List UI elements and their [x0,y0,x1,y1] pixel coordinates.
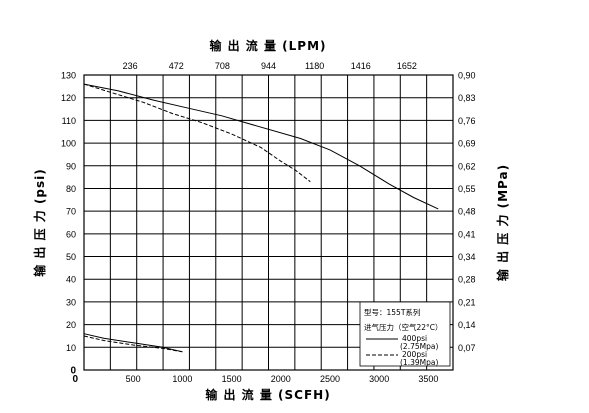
chart-legend: 型号：155T系列 进气压力（空气22°C） 400psi (2.75Mpa) … [359,301,451,367]
left-tick-label: 40 [66,275,76,285]
top-tick-label: 944 [261,61,276,71]
left-tick-label: 60 [66,229,76,239]
right-tick-label: 0,28 [458,275,476,285]
top-axis-ticks: 236 472 708 944 1180 1416 1652 [123,61,417,71]
left-tick-label: 20 [66,320,76,330]
bottom-tick-label: 1000 [172,374,192,384]
legend-entry-label: 400psi [402,334,427,343]
legend-entry-label: 200psi [402,350,427,359]
right-axis-ticks: 0,07 0,14 0,21 0,28 0,34 0,41 0,48 0,55 0,62 0,69… [458,71,476,353]
legend-entry-sublabel: (1.39Mpa) [400,358,438,367]
top-tick-label: 1416 [351,61,371,71]
top-tick-label: 472 [169,61,184,71]
series-line-solid [83,333,183,353]
right-tick-label: 0,07 [458,343,476,353]
plot-area-frame [83,74,454,371]
right-tick-label: 0,21 [458,297,476,307]
left-tick-label: 120 [61,93,76,103]
left-tick-label: 50 [66,252,76,262]
right-tick-label: 0,90 [458,71,476,81]
bottom-tick-label: 3000 [369,374,389,384]
left-tick-label: 130 [61,71,76,81]
bottom-tick-label: 500 [126,374,141,384]
left-tick-label: 0 [70,366,76,377]
right-tick-label: 0,48 [458,207,476,217]
series-line-solid [83,83,439,210]
bottom-tick-label: 3500 [418,374,438,384]
right-tick-label: 0,69 [458,139,476,149]
right-tick-label: 0,41 [458,229,476,239]
left-tick-label: 100 [61,139,76,149]
bottom-tick-label: 1500 [222,374,242,384]
bottom-axis-title: 输 出 流 量 (SCFH) [205,387,330,402]
right-tick-label: 0,34 [458,252,476,262]
left-tick-label: 80 [66,184,76,194]
legend-entry-sublabel: (2.75Mpa) [400,342,438,351]
left-tick-label: 10 [66,343,76,353]
top-axis-title: 输 出 流 量 (LPM) [209,38,326,53]
left-axis-ticks: 0 10 20 30 40 50 60 70 80 90 100 110 120 130 [61,71,76,377]
bottom-tick-label: 0 [72,374,78,385]
bottom-axis-ticks: 0 500 1000 1500 2000 2500 3000 3500 [72,374,438,385]
top-tick-label: 1652 [397,61,417,71]
right-tick-label: 0,55 [458,184,476,194]
right-tick-label: 0,83 [458,93,476,103]
legend-model-text: 型号：155T系列 [364,307,420,317]
bottom-tick-label: 2000 [271,374,291,384]
series-layer [83,83,439,353]
right-axis-title: 输 出 压 力 (MPa) [495,164,510,281]
top-tick-label: 708 [215,61,230,71]
legend-heading-text: 进气压力（空气22°C） [364,322,443,332]
left-axis-title: 输 出 压 力 (psi) [32,168,47,277]
left-tick-label: 30 [66,297,76,307]
right-tick-label: 0,76 [458,116,476,126]
left-tick-label: 110 [62,116,76,126]
right-tick-label: 0,14 [458,320,476,330]
left-tick-label: 90 [66,161,76,171]
left-tick-label: 70 [66,207,76,217]
top-tick-label: 236 [123,61,138,71]
right-tick-label: 0,62 [458,161,476,171]
bottom-tick-label: 2500 [320,374,340,384]
series-line-dashed [83,83,311,183]
top-tick-label: 1180 [305,61,324,71]
series-line-dashed [83,335,183,353]
